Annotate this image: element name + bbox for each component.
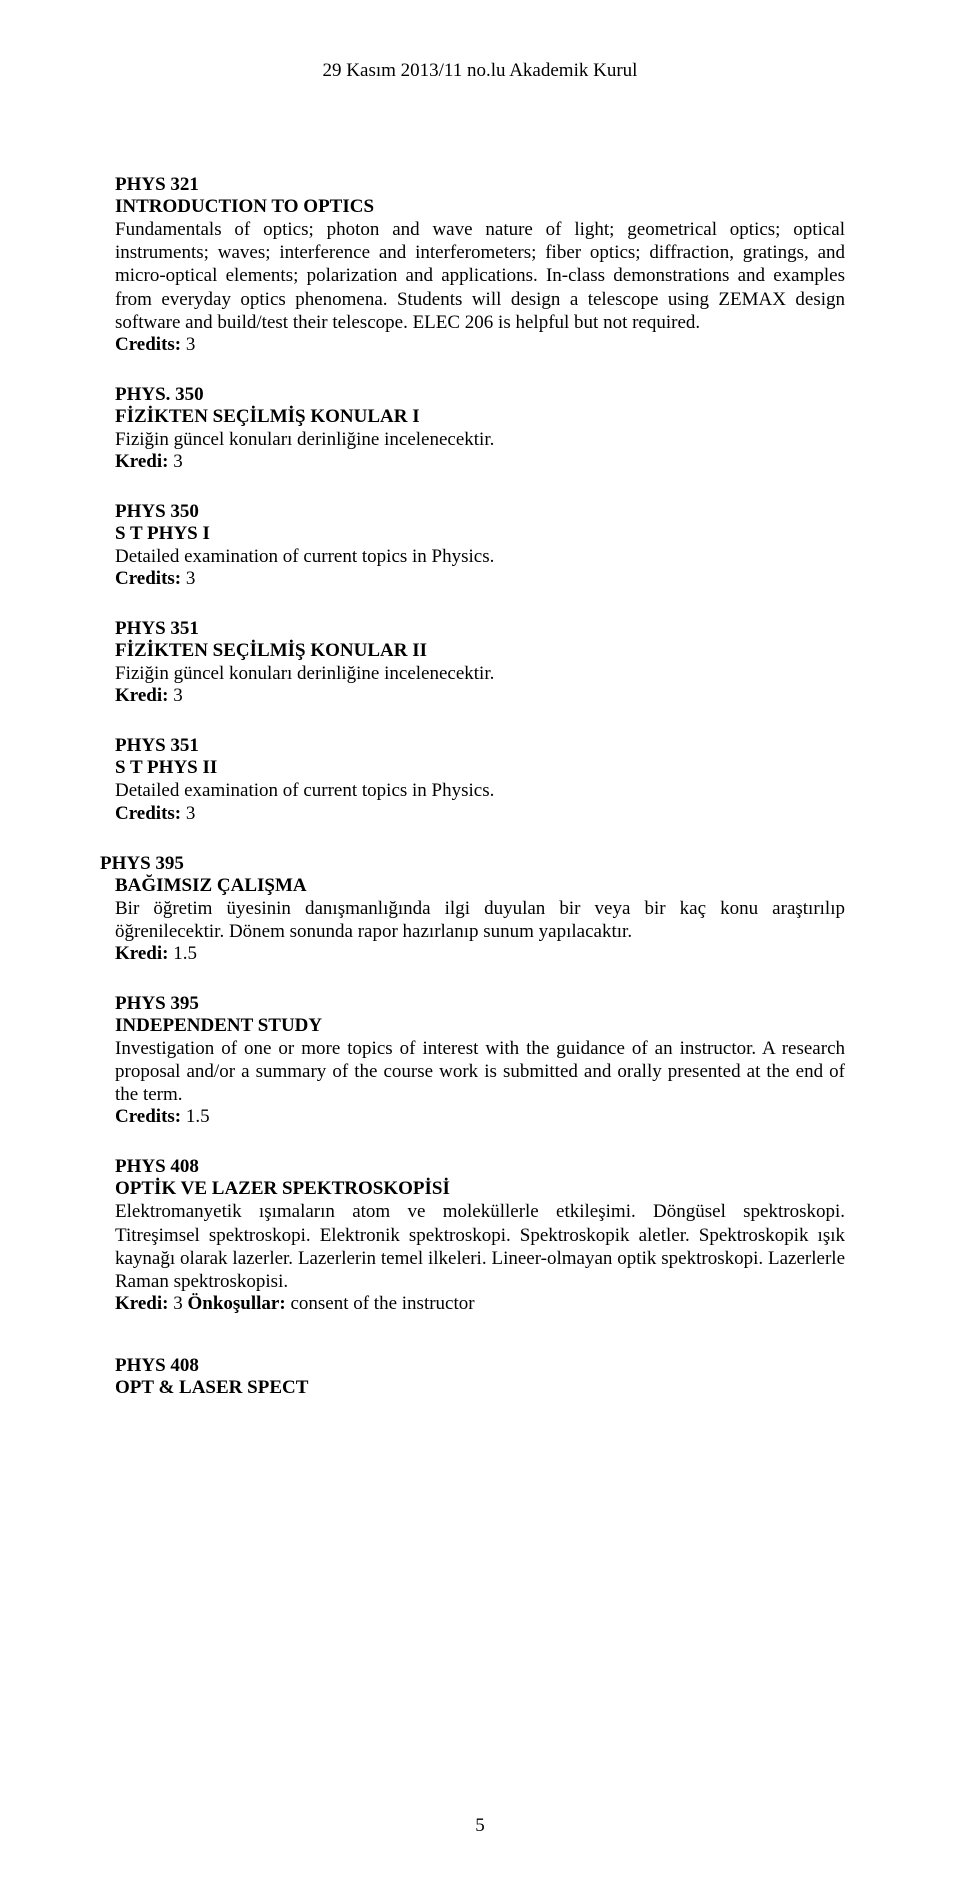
course-description: Investigation of one or more topics of i…: [115, 1037, 845, 1107]
credits-value: 3: [181, 803, 195, 824]
course-description: Fiziğin güncel konuları derinliğine ince…: [115, 662, 845, 685]
course-block: PHYS 408 OPT & LASER SPECT: [115, 1355, 845, 1399]
credits-label: Kredi:: [115, 1293, 168, 1314]
credits-value: 3: [181, 334, 195, 355]
course-block: PHYS 351 FİZİKTEN SEÇİLMİŞ KONULAR II Fi…: [115, 618, 845, 707]
credits-label: Credits:: [115, 568, 181, 589]
course-description: Detailed examination of current topics i…: [115, 779, 845, 802]
course-block: PHYS 395 INDEPENDENT STUDY Investigation…: [115, 993, 845, 1129]
course-description: Detailed examination of current topics i…: [115, 545, 845, 568]
course-title: INDEPENDENT STUDY: [115, 1015, 845, 1037]
course-credits: Credits: 1.5: [115, 1106, 845, 1128]
course-code: PHYS 321: [115, 174, 845, 196]
credits-label: Credits:: [115, 334, 181, 355]
course-code: PHYS 408: [115, 1355, 845, 1377]
course-credits: Kredi: 3: [115, 451, 845, 473]
page-container: 29 Kasım 2013/11 no.lu Akademik Kurul PH…: [0, 0, 960, 1879]
course-title: INTRODUCTION TO OPTICS: [115, 196, 845, 218]
course-credits: Credits: 3: [115, 803, 845, 825]
course-block: PHYS 408 OPTİK VE LAZER SPEKTROSKOPİSİ E…: [115, 1156, 845, 1315]
credits-label: Credits:: [115, 1106, 181, 1127]
course-description: Elektromanyetik ışımaların atom ve molek…: [115, 1200, 845, 1293]
credits-value: 1.5: [181, 1106, 210, 1127]
course-block: PHYS 350 S T PHYS I Detailed examination…: [115, 501, 845, 590]
credits-value: 3: [168, 1293, 187, 1314]
course-block: PHYS 351 S T PHYS II Detailed examinatio…: [115, 735, 845, 824]
credits-value: 3: [181, 568, 195, 589]
course-code: PHYS 351: [115, 735, 845, 757]
course-title: OPT & LASER SPECT: [115, 1377, 845, 1399]
course-code: PHYS 395: [115, 993, 845, 1015]
credits-value: 3: [168, 685, 182, 706]
course-title: S T PHYS I: [115, 523, 845, 545]
course-description: Bir öğretim üyesinin danışmanlığında ilg…: [115, 897, 845, 943]
course-title: S T PHYS II: [115, 757, 845, 779]
course-code: PHYS 351: [115, 618, 845, 640]
course-credits: Credits: 3: [115, 568, 845, 590]
credits-value: 1.5: [168, 943, 197, 964]
course-description: Fundamentals of optics; photon and wave …: [115, 218, 845, 334]
course-title: OPTİK VE LAZER SPEKTROSKOPİSİ: [115, 1178, 845, 1200]
course-title: FİZİKTEN SEÇİLMİŞ KONULAR II: [115, 640, 845, 662]
course-title: BAĞIMSIZ ÇALIŞMA: [115, 875, 845, 897]
credits-label: Kredi:: [115, 943, 168, 964]
course-code: PHYS. 350: [115, 384, 845, 406]
course-title: FİZİKTEN SEÇİLMİŞ KONULAR I: [115, 406, 845, 428]
prereq-label: Önkoşullar:: [187, 1293, 285, 1314]
course-block: PHYS 321 INTRODUCTION TO OPTICS Fundamen…: [115, 174, 845, 356]
page-header: 29 Kasım 2013/11 no.lu Akademik Kurul: [115, 60, 845, 82]
course-description: Fiziğin güncel konuları derinliğine ince…: [115, 428, 845, 451]
course-code: PHYS 395: [100, 853, 845, 875]
course-credits: Kredi: 3 Önkoşullar: consent of the inst…: [115, 1293, 845, 1315]
prereq-value: consent of the instructor: [286, 1293, 475, 1314]
course-code: PHYS 408: [115, 1156, 845, 1178]
credits-value: 3: [168, 451, 182, 472]
course-block: PHYS 395 BAĞIMSIZ ÇALIŞMA Bir öğretim üy…: [115, 853, 845, 965]
page-number: 5: [0, 1815, 960, 1837]
course-credits: Kredi: 3: [115, 685, 845, 707]
course-credits: Credits: 3: [115, 334, 845, 356]
credits-label: Kredi:: [115, 451, 168, 472]
course-code: PHYS 350: [115, 501, 845, 523]
credits-label: Kredi:: [115, 685, 168, 706]
credits-label: Credits:: [115, 803, 181, 824]
course-credits: Kredi: 1.5: [115, 943, 845, 965]
course-block: PHYS. 350 FİZİKTEN SEÇİLMİŞ KONULAR I Fi…: [115, 384, 845, 473]
